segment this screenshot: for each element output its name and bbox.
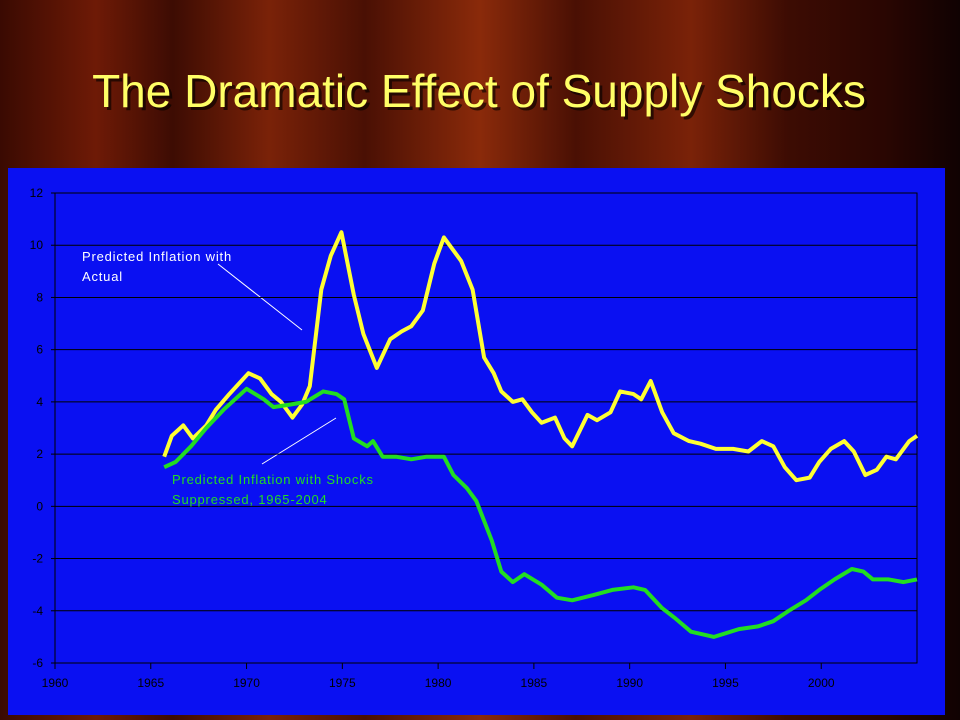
- chart-area: [8, 168, 945, 715]
- y-tick-label: -4: [32, 604, 43, 618]
- y-tick-label: 0: [36, 499, 43, 513]
- annotation: Predicted Inflation with: [82, 249, 232, 264]
- title-shadow: The Dramatic Effect of Supply Shocks: [95, 68, 869, 120]
- plot: -6 -4 -2 0 2 4 6 8 10 12 1960 1965 1970 1975 1980 1985 1…: [30, 186, 919, 690]
- annotation: Suppressed, 1965-2004: [172, 492, 328, 507]
- leader-line: [261, 417, 337, 465]
- x-tick-label: 1980: [425, 676, 452, 690]
- series-line: [163, 386, 918, 639]
- plot-frame: [54, 192, 918, 664]
- annotation: Predicted Inflation with Shocks: [172, 472, 374, 487]
- x-tick-label: 1970: [233, 676, 260, 690]
- y-tick-label: 6: [36, 343, 43, 357]
- y-tick-label: 10: [30, 238, 44, 252]
- y-tick-label: 12: [30, 186, 44, 200]
- y-tick-label: 8: [36, 290, 43, 304]
- x-tick-label: 1960: [42, 676, 69, 690]
- y-tick-label: -2: [32, 552, 43, 566]
- y-tick-label: -6: [32, 656, 43, 670]
- annotation: Actual: [82, 269, 123, 284]
- y-tick-label: 4: [36, 395, 43, 409]
- series-line: [162, 230, 919, 483]
- x-tick-label: 1975: [329, 676, 356, 690]
- y-tick-label: 2: [36, 447, 43, 461]
- x-tick-label: 1990: [616, 676, 643, 690]
- chart-title: The Dramatic Effect of Supply Shocks: [92, 65, 866, 117]
- x-tick-label: 2000: [808, 676, 835, 690]
- x-tick-label: 1995: [712, 676, 739, 690]
- x-tick-label: 1985: [521, 676, 548, 690]
- x-tick-label: 1965: [137, 676, 164, 690]
